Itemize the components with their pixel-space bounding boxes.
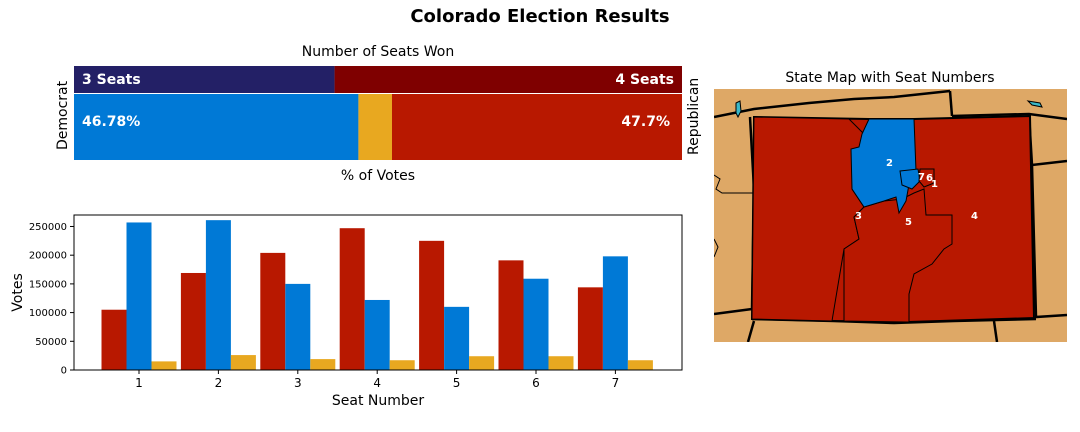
bar: [577, 287, 603, 370]
vote-share-caption: % of Votes: [340, 168, 416, 184]
bar: [285, 283, 311, 370]
bar: [498, 260, 524, 370]
map-seat-label: 5: [905, 217, 912, 228]
x-axis-label: Seat Number: [332, 393, 425, 409]
map-title: State Map with Seat Numbers: [785, 70, 995, 86]
map-seat-label: 6: [926, 173, 933, 184]
bar: [205, 220, 231, 370]
bar: [180, 272, 206, 370]
bar: [126, 222, 152, 370]
y-tick-label: 100000: [29, 308, 67, 319]
map-seat-label: 4: [971, 211, 978, 222]
votes-bar-chart: 0 50000 100000 150000 200000 250000 1 2 3 4 5 6 7 S…: [10, 214, 683, 409]
rep-seats-label: 4 Seats: [615, 72, 674, 88]
bar: [230, 355, 256, 370]
map-seat-label: 7: [918, 172, 925, 183]
minor-borders: [714, 174, 754, 258]
colorado-map: 1 2 3 4 5 67: [714, 89, 1067, 342]
x-tick-label: 4: [373, 376, 381, 390]
map-seat-label: 1: [931, 179, 938, 190]
bar: [548, 356, 574, 370]
y-tick-label: 150000: [29, 279, 67, 290]
y-tick-label: 250000: [29, 222, 67, 233]
bar: [444, 306, 470, 370]
bar: [419, 240, 445, 370]
bar: [339, 228, 365, 370]
district-7: [899, 168, 921, 190]
bar: [260, 252, 286, 370]
bar: [101, 309, 127, 370]
bar: [151, 361, 177, 370]
plot-frame: [73, 214, 683, 371]
lake-right: [1026, 100, 1043, 108]
y-tick-label: 50000: [35, 337, 67, 348]
x-tick-label: 5: [453, 376, 461, 390]
x-tick-label: 6: [532, 376, 540, 390]
x-tick-label: 7: [612, 376, 620, 390]
republican-side-label: Republican: [686, 77, 702, 155]
bar: [469, 356, 495, 370]
bar: [310, 359, 336, 370]
bar: [602, 256, 628, 370]
rep-votes-segment: [391, 94, 682, 160]
figure-title: Colorado Election Results: [410, 6, 670, 27]
district-6: [918, 168, 935, 188]
district-5: [843, 188, 953, 323]
x-tick-label: 3: [294, 376, 302, 390]
seat-vote-bar: [74, 66, 682, 160]
rep-seats-segment: [334, 66, 682, 93]
map-seat-label: 2: [886, 158, 893, 169]
y-tick-label: 200000: [29, 251, 67, 262]
other-votes-segment: [358, 94, 392, 160]
lake-left: [735, 100, 742, 119]
bar: [389, 360, 415, 370]
bar: [364, 299, 390, 370]
seat-bar-title: Number of Seats Won: [301, 44, 455, 60]
dem-votes-label: 46.78%: [82, 114, 141, 130]
y-tick-label: 0: [61, 366, 67, 377]
democrat-side-label: Democrat: [55, 80, 71, 150]
x-tick-label: 2: [215, 376, 223, 390]
rep-votes-label: 47.7%: [621, 114, 670, 130]
dem-seats-segment: [74, 66, 335, 93]
dem-votes-segment: [74, 94, 359, 160]
y-axis-label: Votes: [10, 273, 26, 311]
dem-seats-label: 3 Seats: [82, 72, 141, 88]
bar: [627, 360, 653, 370]
x-tick-label: 1: [135, 376, 143, 390]
bar: [523, 278, 549, 370]
map-seat-label: 3: [855, 211, 862, 222]
